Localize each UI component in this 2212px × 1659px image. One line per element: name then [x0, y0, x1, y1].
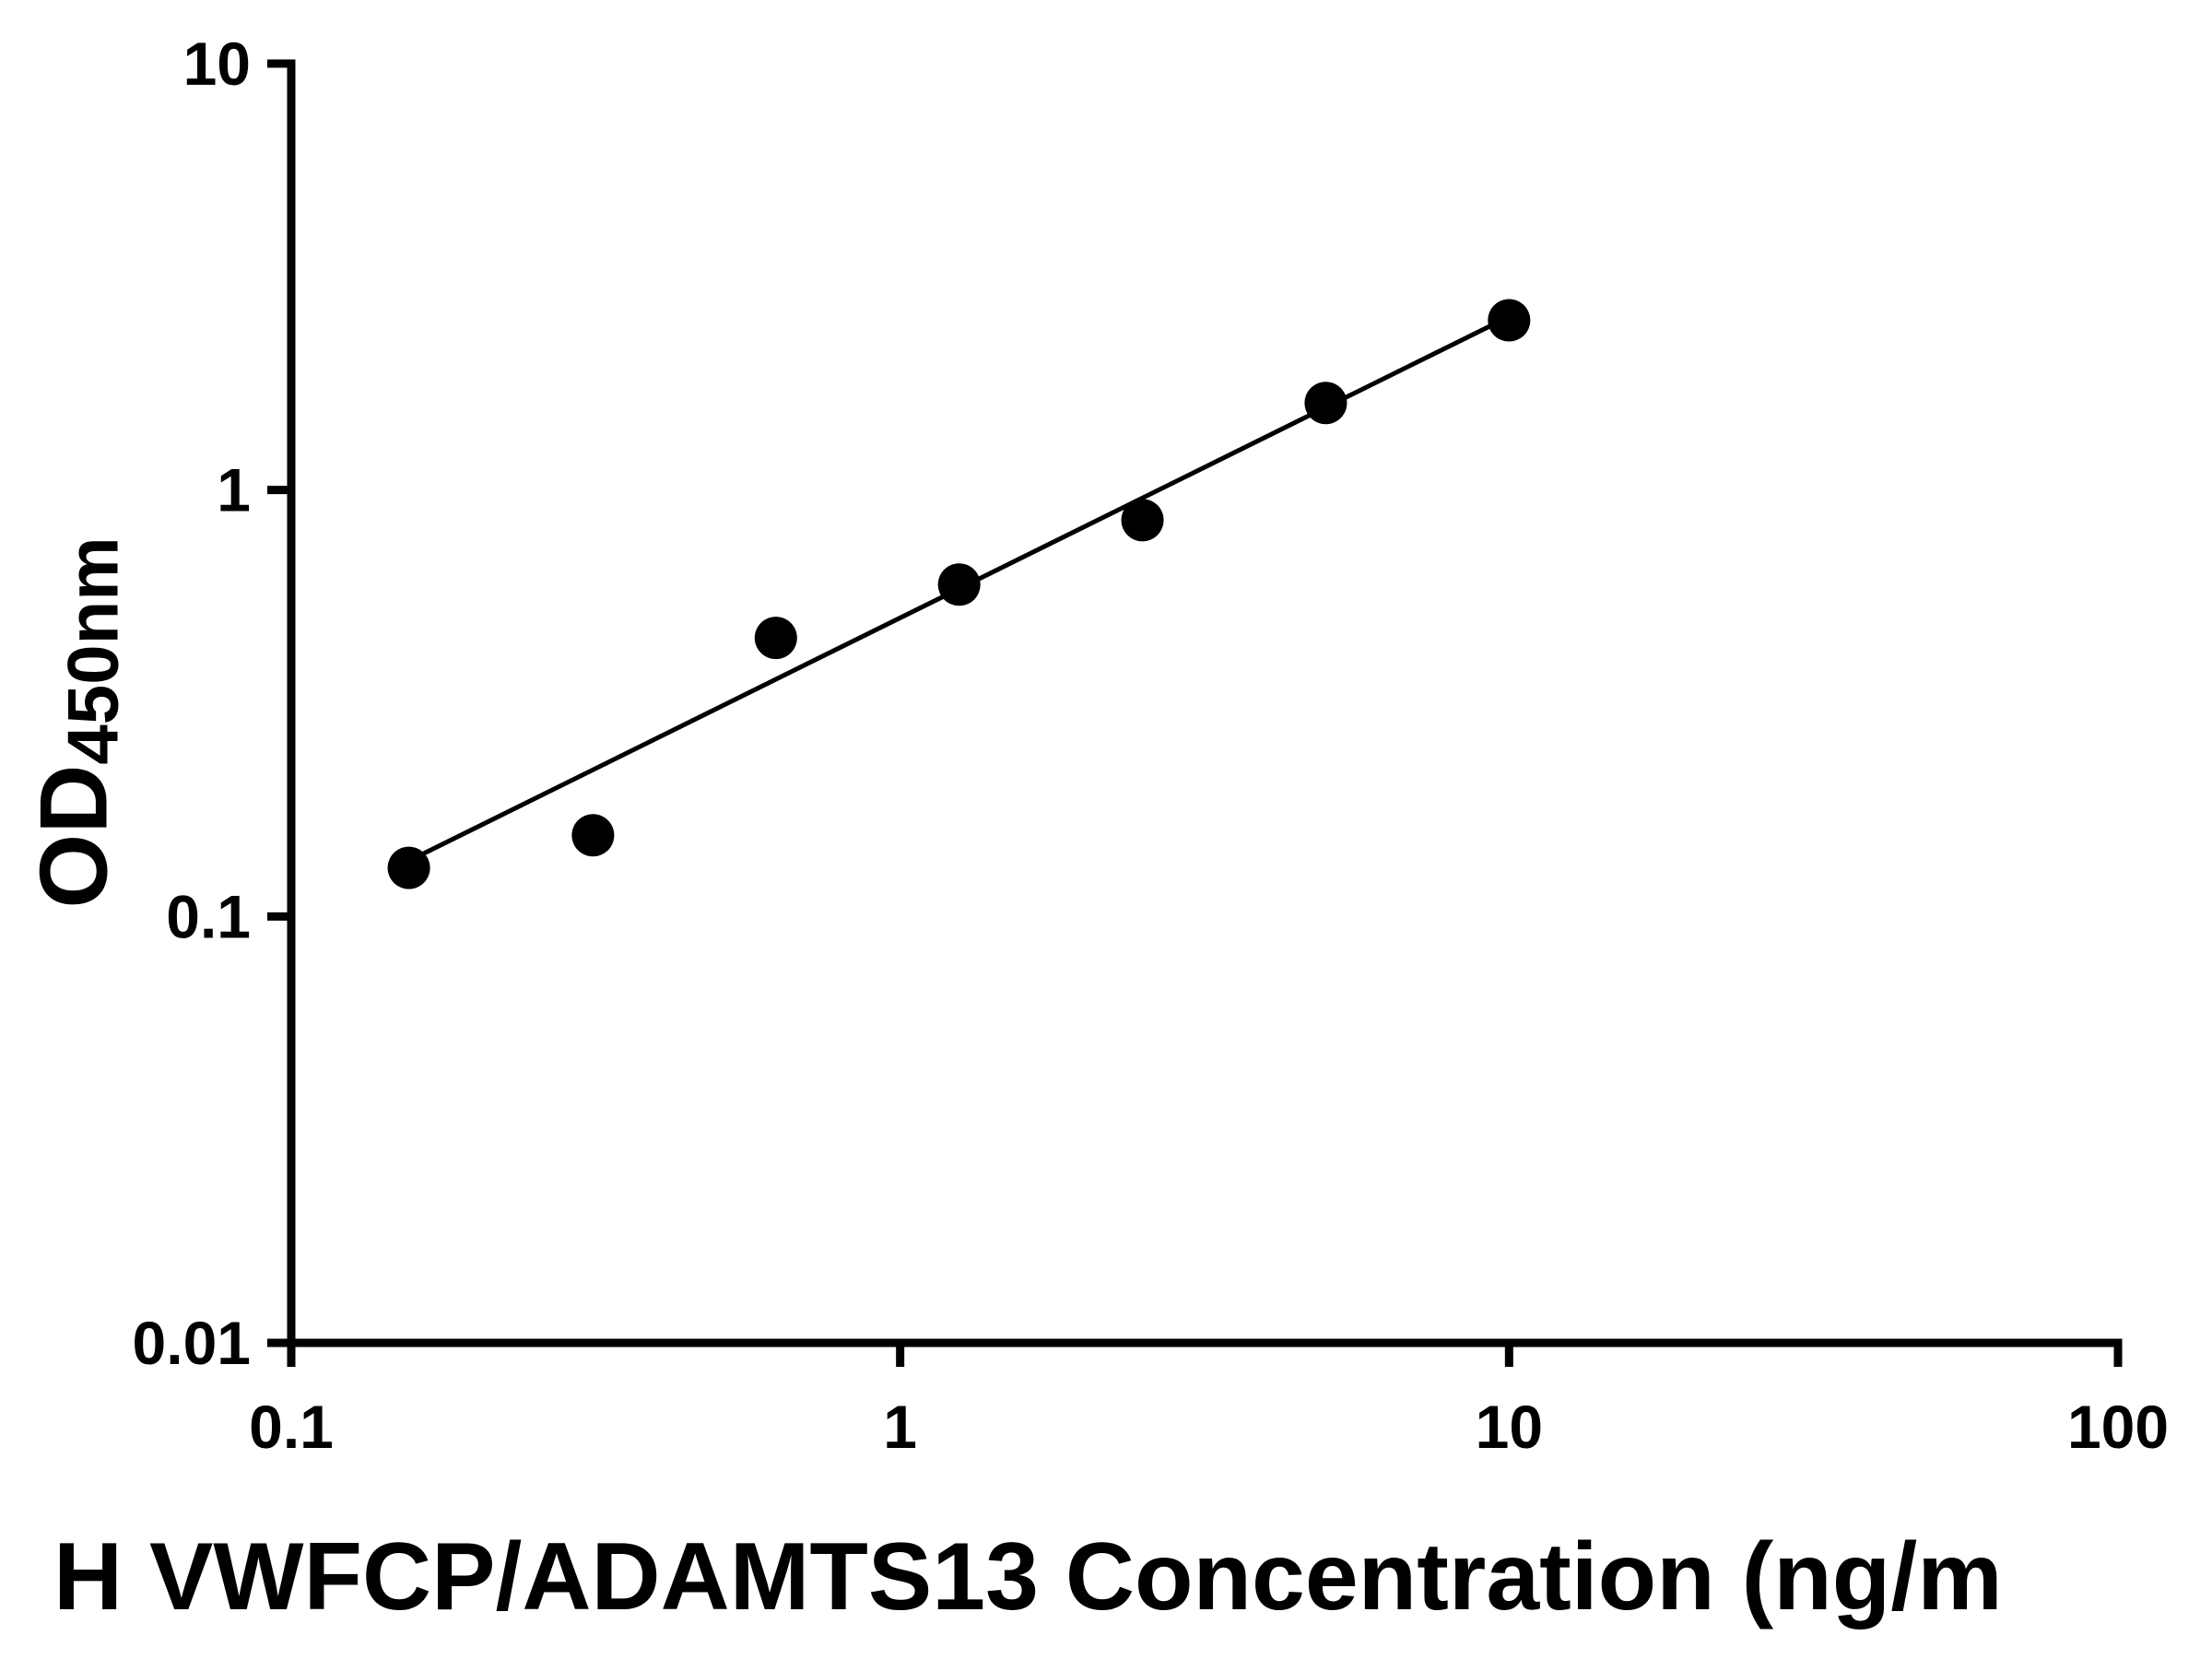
x-tick-label: 0.1	[249, 1393, 334, 1461]
x-axis-title: H VWFCP/ADAMTS13 Concentration (ng/m	[53, 1524, 2003, 1630]
data-point	[387, 846, 430, 889]
y-tick-label: 0.01	[133, 1309, 251, 1377]
axes-line	[287, 59, 2123, 1347]
y-axis-title-subscript: 450nm	[52, 536, 134, 765]
data-point	[1121, 499, 1164, 542]
data-point	[754, 617, 797, 660]
x-tick-label: 10	[1476, 1393, 1543, 1461]
data-point	[571, 814, 615, 857]
y-axis-title: OD450nm	[21, 536, 134, 908]
x-tick-label: 100	[2067, 1393, 2169, 1461]
y-tick-label: 0.1	[166, 882, 251, 950]
x-tick-label: 1	[883, 1393, 917, 1461]
data-point	[1488, 299, 1531, 342]
y-tick-label: 10	[183, 29, 251, 98]
data-point	[1304, 382, 1347, 425]
y-axis-title-main: OD	[20, 764, 128, 909]
y-tick-label: 1	[217, 456, 251, 524]
data-point	[937, 563, 981, 606]
